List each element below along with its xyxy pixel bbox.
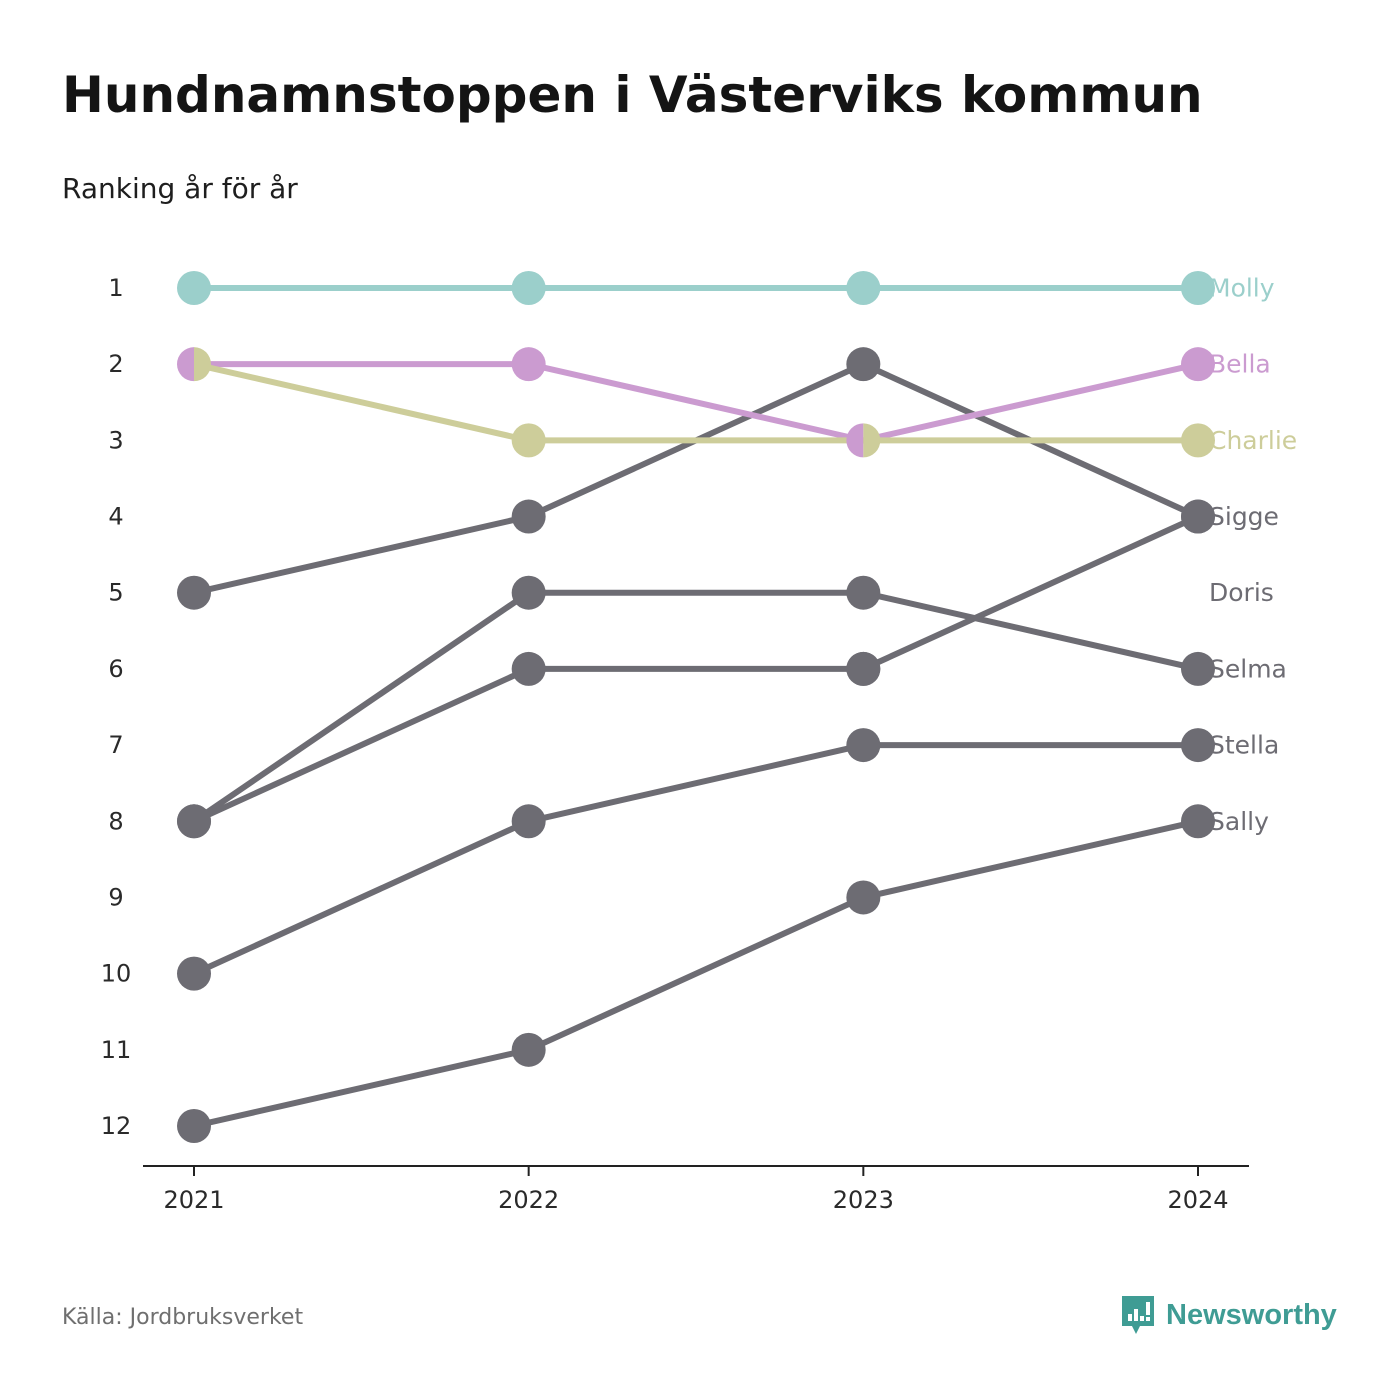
point-bella-2024	[1181, 347, 1215, 382]
end-label-sigge: Sigge	[1209, 502, 1279, 531]
source-note: Källa: Jordbruksverket	[62, 1305, 304, 1330]
y-tick-label-5: 5	[108, 579, 123, 607]
chart-subtitle: Ranking år för år	[62, 172, 298, 205]
newsworthy-logo-icon	[1122, 1296, 1154, 1334]
point-charlie-2022	[511, 423, 546, 458]
y-tick-label-10: 10	[101, 960, 132, 988]
end-label-sally: Sally	[1209, 807, 1269, 836]
brand-name: Newsworthy	[1166, 1298, 1337, 1331]
y-tick-label-7: 7	[108, 731, 123, 759]
point-doris-2024	[1181, 499, 1215, 534]
y-tick-label-8: 8	[108, 807, 123, 835]
y-tick-label-11: 11	[101, 1036, 132, 1064]
point-charlie-2021	[194, 347, 211, 382]
y-tick-label-9: 9	[108, 883, 123, 911]
point-bella-2021	[177, 347, 194, 382]
end-label-doris: Doris	[1209, 578, 1274, 607]
x-tick-label-2023: 2023	[833, 1186, 894, 1214]
series-line-sigge	[860, 513, 1201, 672]
series-points	[177, 271, 1215, 1143]
y-tick-label-2: 2	[108, 350, 123, 378]
end-label-charlie: Charlie	[1209, 426, 1297, 455]
point-sally-2024	[1181, 804, 1215, 839]
point-bella-2022	[511, 347, 546, 382]
y-tick-label-4: 4	[108, 503, 123, 531]
point-sally-2023	[846, 880, 881, 915]
point-molly-2022	[511, 271, 546, 305]
series-line-stella	[191, 742, 1201, 977]
point-stella-2021	[177, 956, 211, 991]
series-lines	[191, 285, 1201, 1129]
x-tick-label-2024: 2024	[1167, 1186, 1228, 1214]
point-sally-2021	[177, 1109, 211, 1143]
point-bella-2023	[846, 423, 864, 458]
y-tick-label-6: 6	[108, 655, 123, 683]
point-doris-2023	[846, 347, 881, 382]
x-tick-label-2021: 2021	[163, 1186, 224, 1214]
point-charlie-2023	[863, 423, 881, 458]
point-doris-2022	[511, 499, 546, 534]
point-stella-2022	[511, 804, 546, 839]
x-tick-label-2022: 2022	[498, 1186, 559, 1214]
point-doris-2021	[177, 575, 211, 610]
point-molly-2024	[1181, 271, 1215, 305]
series-line-bella	[191, 361, 1201, 444]
point-stella-2023	[846, 728, 881, 763]
series-line-selma	[191, 589, 1201, 825]
point-molly-2021	[177, 271, 211, 305]
brand-logo[interactable]: Newsworthy	[1120, 1294, 1337, 1336]
point-charlie-2024	[1181, 423, 1215, 458]
point-selma-2022	[511, 575, 546, 610]
point-molly-2023	[846, 271, 881, 305]
end-label-bella: Bella	[1209, 350, 1271, 379]
end-labels: Molly Bella Charlie Sigge Doris Selma Stella Sa…	[1209, 274, 1297, 836]
chart-title: Hundnamnstoppen i Västerviks kommun	[62, 66, 1203, 124]
y-tick-label-12: 12	[101, 1112, 132, 1140]
series-line-sally	[191, 818, 1201, 1129]
end-label-stella: Stella	[1209, 731, 1279, 760]
point-unlabeled-8-2021	[177, 804, 211, 839]
point-sally-2022	[511, 1032, 546, 1067]
series-line-unlabeled-8	[191, 665, 867, 825]
point-unlabeled-8-2022	[511, 651, 546, 686]
point-selma-2023	[846, 575, 881, 610]
end-label-selma: Selma	[1209, 654, 1287, 683]
point-selma-2024	[1181, 651, 1215, 686]
point-stella-2024	[1181, 728, 1215, 763]
y-tick-label-3: 3	[108, 426, 123, 454]
point-unlabeled-8-2023	[846, 651, 881, 686]
end-label-molly: Molly	[1209, 274, 1275, 303]
series-line-charlie	[191, 361, 1201, 444]
y-tick-label-1: 1	[108, 274, 123, 302]
